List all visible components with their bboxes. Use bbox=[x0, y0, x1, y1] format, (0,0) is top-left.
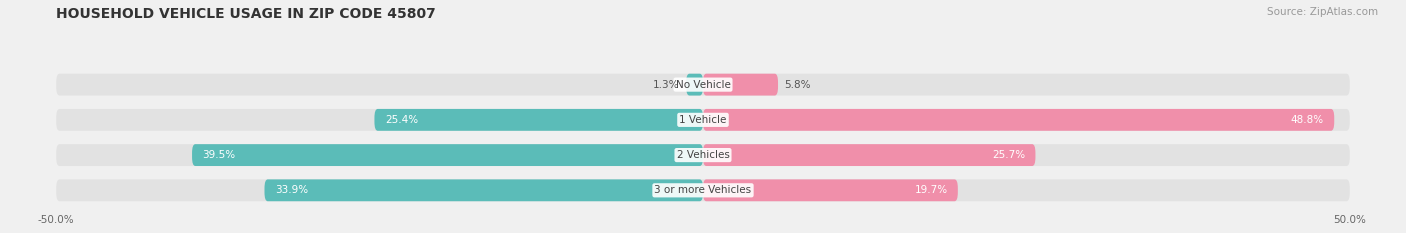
FancyBboxPatch shape bbox=[703, 109, 1334, 131]
FancyBboxPatch shape bbox=[56, 109, 1350, 131]
FancyBboxPatch shape bbox=[264, 179, 703, 201]
Text: 1.3%: 1.3% bbox=[654, 80, 679, 90]
FancyBboxPatch shape bbox=[56, 144, 1350, 166]
Text: Source: ZipAtlas.com: Source: ZipAtlas.com bbox=[1267, 7, 1378, 17]
Text: 2 Vehicles: 2 Vehicles bbox=[676, 150, 730, 160]
FancyBboxPatch shape bbox=[193, 144, 703, 166]
Text: 25.4%: 25.4% bbox=[385, 115, 418, 125]
FancyBboxPatch shape bbox=[56, 179, 1350, 201]
Text: 1 Vehicle: 1 Vehicle bbox=[679, 115, 727, 125]
Text: No Vehicle: No Vehicle bbox=[675, 80, 731, 90]
FancyBboxPatch shape bbox=[56, 74, 1350, 96]
Text: 39.5%: 39.5% bbox=[202, 150, 236, 160]
Text: 48.8%: 48.8% bbox=[1291, 115, 1324, 125]
Text: 33.9%: 33.9% bbox=[274, 185, 308, 195]
Text: 19.7%: 19.7% bbox=[914, 185, 948, 195]
Text: 5.8%: 5.8% bbox=[785, 80, 811, 90]
Text: HOUSEHOLD VEHICLE USAGE IN ZIP CODE 45807: HOUSEHOLD VEHICLE USAGE IN ZIP CODE 4580… bbox=[56, 7, 436, 21]
Text: 25.7%: 25.7% bbox=[993, 150, 1025, 160]
FancyBboxPatch shape bbox=[374, 109, 703, 131]
FancyBboxPatch shape bbox=[703, 144, 1035, 166]
Text: 3 or more Vehicles: 3 or more Vehicles bbox=[654, 185, 752, 195]
FancyBboxPatch shape bbox=[686, 74, 703, 96]
FancyBboxPatch shape bbox=[703, 74, 778, 96]
FancyBboxPatch shape bbox=[703, 179, 957, 201]
